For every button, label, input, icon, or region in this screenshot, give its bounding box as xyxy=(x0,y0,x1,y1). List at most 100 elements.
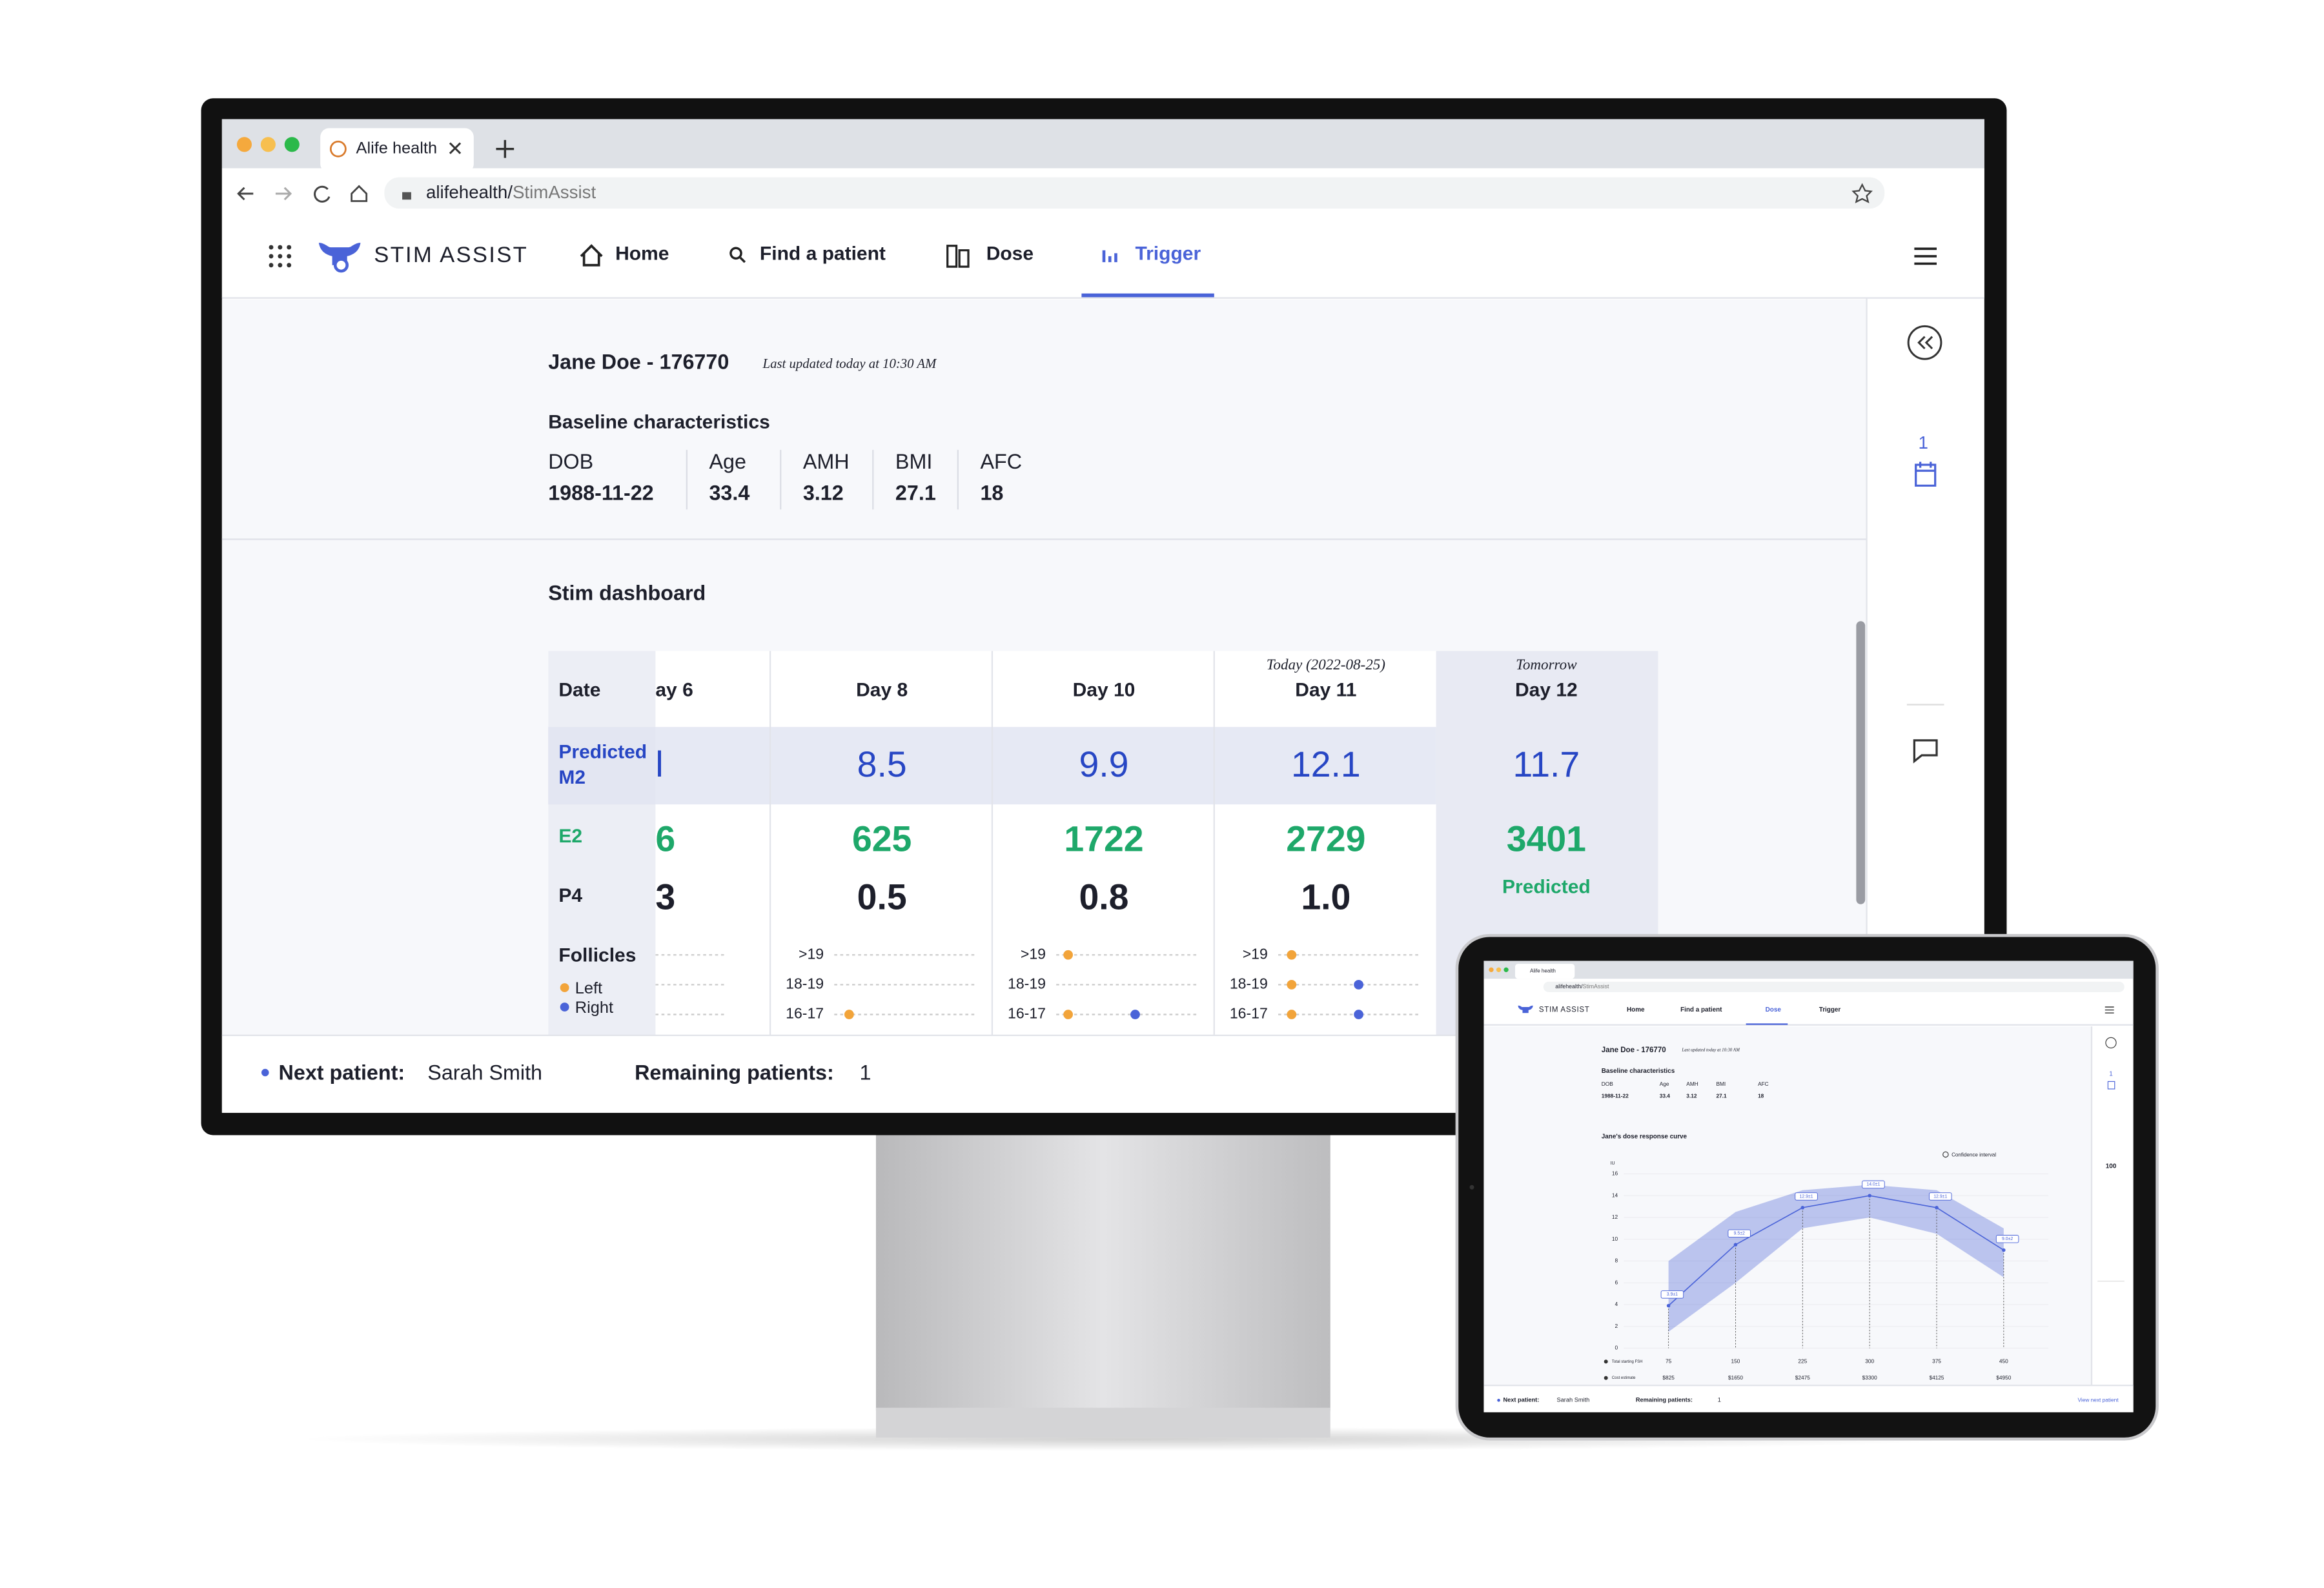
back[interactable] xyxy=(237,187,254,201)
url-path: StimAssist xyxy=(513,182,596,202)
dashboard-title: Stim dashboard xyxy=(548,581,706,604)
row-m2: Predicted M2 xyxy=(558,740,647,788)
t-ci-band xyxy=(1668,1185,2004,1332)
t-row-label: Total starting FSH xyxy=(1612,1360,1643,1364)
field-value: 1988-11-22 xyxy=(548,482,653,505)
col-day: Day 11 xyxy=(1295,680,1356,701)
t-view-next[interactable]: View next patient xyxy=(2077,1396,2119,1403)
col-p4-note: Predicted xyxy=(1502,876,1591,897)
apps-grid[interactable] xyxy=(269,245,292,268)
follicle-dot xyxy=(1354,1010,1363,1019)
t-x-tick: 150 xyxy=(1731,1358,1740,1364)
t-field-value: 18 xyxy=(1758,1093,1764,1099)
t-cost: $4950 xyxy=(1996,1374,2011,1381)
t-point xyxy=(1733,1243,1738,1247)
row-follicles: Follicles xyxy=(558,944,636,966)
window-max[interactable] xyxy=(284,137,300,152)
col-e2: 2729 xyxy=(1286,819,1365,859)
t-label-box xyxy=(1928,1192,1952,1201)
nav-find[interactable]: Find a patient xyxy=(760,243,886,265)
tab[interactable] xyxy=(320,128,474,173)
t-value-label: 12.9±1 xyxy=(1933,1194,1947,1199)
t-cost: $1650 xyxy=(1728,1374,1743,1381)
tablet-camera xyxy=(1469,1185,1474,1190)
new-tab[interactable] xyxy=(496,139,515,158)
col-note: Today (2022-08-25) xyxy=(1267,656,1385,673)
follicle-dot xyxy=(1063,950,1073,960)
legend-right: Right xyxy=(575,999,613,1017)
t-value-label: 9.0±2 xyxy=(2002,1237,2013,1241)
t-cost: $825 xyxy=(1662,1374,1675,1381)
col-m2: 11.7 xyxy=(1513,744,1580,784)
t-next-label: Next patient: xyxy=(1503,1397,1539,1403)
col-e2: 625 xyxy=(852,819,912,859)
t-home[interactable]: Home xyxy=(1627,1006,1645,1013)
t-field-label: DOB xyxy=(1602,1081,1613,1087)
columns: ay 6 l 6 3 Day 8 8.5 625 0.5 >19 18-19 16-17 Day 10… xyxy=(655,656,1591,1022)
label-m2-bg xyxy=(548,727,656,805)
bookmark[interactable] xyxy=(1851,183,1873,203)
t-find[interactable]: Find a patient xyxy=(1680,1006,1722,1013)
follicle-size: 16-17 xyxy=(1008,1005,1046,1022)
t-y-tick: 4 xyxy=(1615,1301,1618,1307)
t-x-tick: 75 xyxy=(1666,1358,1672,1364)
t-dose[interactable]: Dose xyxy=(1766,1006,1782,1013)
window-min[interactable] xyxy=(260,137,276,152)
follicle-dot xyxy=(844,1010,854,1019)
nav-dose[interactable]: Dose xyxy=(986,243,1034,265)
follicle-size: 18-19 xyxy=(1008,975,1046,992)
chat-icon[interactable] xyxy=(1913,739,1938,764)
t-count: 100 xyxy=(2106,1163,2117,1170)
col-p4: 3 xyxy=(655,877,675,917)
trigger-icon xyxy=(1102,250,1117,263)
collapse[interactable] xyxy=(1907,325,1942,360)
col-m2: 9.9 xyxy=(1079,744,1129,784)
tab-close[interactable] xyxy=(449,142,462,154)
next-label: Next patient: xyxy=(279,1061,405,1084)
t-ci-legend: Confidence interval xyxy=(1952,1152,1996,1158)
t-field-label: BMI xyxy=(1716,1081,1726,1087)
forward[interactable] xyxy=(275,187,292,201)
nav-trigger[interactable]: Trigger xyxy=(1135,243,1201,265)
t-trigger[interactable]: Trigger xyxy=(1819,1006,1841,1013)
t-point xyxy=(1868,1194,1871,1197)
nav-home[interactable]: Home xyxy=(615,243,669,265)
window-close[interactable] xyxy=(236,137,252,152)
cycle-count: 1 xyxy=(1919,433,1928,453)
legend-right-dot xyxy=(560,1003,569,1012)
t-cost: $2475 xyxy=(1795,1374,1810,1381)
t-x-tick: 300 xyxy=(1865,1358,1874,1364)
row-p4: P4 xyxy=(558,885,582,906)
patient-name: Jane Doe - 176770 xyxy=(548,351,729,374)
url: alifehealth/StimAssist xyxy=(426,182,596,202)
t-label-box xyxy=(1795,1192,1818,1201)
t-updated: Last updated today at 10:30 AM xyxy=(1681,1048,1740,1053)
t-x-tick: 225 xyxy=(1798,1358,1807,1364)
t-y-tick: 8 xyxy=(1615,1257,1618,1264)
menu[interactable] xyxy=(1914,247,1937,265)
t-field-label: Age xyxy=(1660,1081,1669,1087)
col-day: Day 12 xyxy=(1515,680,1578,701)
follicle-size: 18-19 xyxy=(1230,975,1268,992)
logo xyxy=(318,243,361,273)
follicle-dot xyxy=(1354,980,1363,990)
lock xyxy=(402,192,411,200)
t-y-tick: 16 xyxy=(1612,1170,1618,1177)
home-btn[interactable] xyxy=(351,185,368,202)
reload[interactable] xyxy=(314,185,331,203)
field-label: AMH xyxy=(803,450,850,473)
baseline: DOB 1988-11-22 Age 33.4 AMH 3.12 BMI 27.1 AFC 18 xyxy=(548,449,1022,510)
t-y-tick: 10 xyxy=(1612,1236,1618,1242)
url-bar[interactable] xyxy=(384,177,1885,209)
t-patient: Jane Doe - 176770 xyxy=(1602,1046,1666,1054)
t-next-name: Sarah Smith xyxy=(1557,1397,1590,1403)
calendar-icon[interactable] xyxy=(1915,462,1937,487)
baseline-title: Baseline characteristics xyxy=(548,411,770,433)
scrollbar[interactable] xyxy=(1856,621,1866,904)
tab-bar xyxy=(221,119,1984,168)
t-label-box xyxy=(1862,1180,1885,1189)
t-point xyxy=(2002,1248,2006,1252)
t-y-tick: 6 xyxy=(1615,1279,1618,1285)
follicle-dot xyxy=(1130,1010,1140,1019)
